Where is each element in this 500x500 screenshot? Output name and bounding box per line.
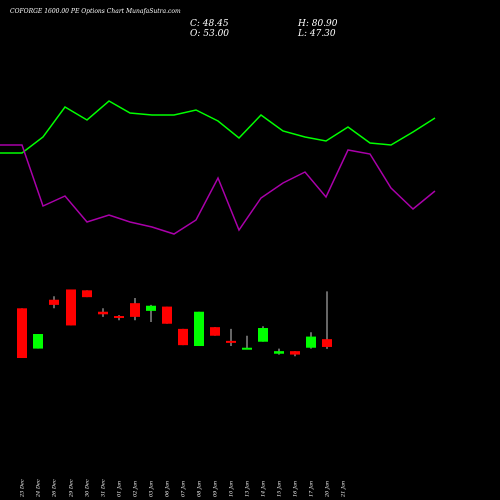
lower-line: [0, 144, 436, 235]
x-tick-label: 13 Jan: [245, 481, 251, 497]
candle-body: [242, 347, 252, 350]
x-tick-label: 31 Dec: [101, 479, 107, 497]
candle-body: [98, 311, 108, 315]
candle-body: [306, 336, 316, 348]
close-value: C: 48.45: [190, 19, 229, 29]
candle-body: [322, 339, 332, 347]
candle-body: [258, 328, 268, 342]
upper-line: [0, 100, 436, 154]
candle-body: [49, 299, 59, 305]
low-value: L: 47.30: [298, 29, 336, 39]
x-tick-label: 07 Jan: [181, 481, 187, 497]
high-value: H: 80.90: [298, 19, 338, 29]
x-tick-label: 17 Jan: [309, 481, 315, 497]
x-tick-label: 24 Dec: [36, 479, 42, 498]
x-tick-label: 21 Jan: [341, 481, 347, 498]
candle-body: [178, 328, 188, 346]
x-tick-label: 08 Jan: [197, 481, 203, 497]
candle-body: [194, 311, 204, 347]
x-tick-label: 26 Dec: [52, 479, 58, 498]
candle-body: [274, 351, 284, 354]
x-tick-label: 02 Jan: [133, 481, 139, 497]
candle-body: [82, 290, 92, 298]
x-tick-label: 15 Jan: [277, 481, 283, 497]
candle-body: [17, 308, 27, 359]
open-value: O: 53.00: [190, 29, 230, 39]
candle-body: [162, 306, 172, 324]
candle-body: [114, 316, 124, 319]
x-tick-label: 03 Jan: [149, 481, 155, 497]
candle-body: [66, 289, 76, 326]
x-tick-label: 06 Jan: [165, 481, 171, 497]
x-tick-label: 09 Jan: [213, 481, 219, 497]
candle-body: [130, 303, 140, 317]
x-tick-label: 29 Dec: [69, 479, 75, 498]
candle-body: [146, 305, 156, 311]
x-tick-label: 23 Dec: [20, 479, 26, 498]
candle-body: [210, 327, 220, 336]
candle-body: [290, 351, 300, 355]
x-tick-label: 01 Jan: [117, 481, 123, 497]
candle-body: [226, 340, 236, 343]
candle-body: [33, 334, 43, 349]
x-tick-label: 20 Jan: [325, 481, 331, 498]
x-tick-label: 14 Jan: [261, 481, 267, 497]
x-tick-label: 10 Jan: [229, 481, 235, 497]
x-tick-label: 16 Jan: [293, 481, 299, 497]
chart-title: COFORGE 1600.00 PE Options Chart MunafaS…: [10, 8, 181, 15]
x-tick-label: 30 Dec: [85, 479, 91, 497]
